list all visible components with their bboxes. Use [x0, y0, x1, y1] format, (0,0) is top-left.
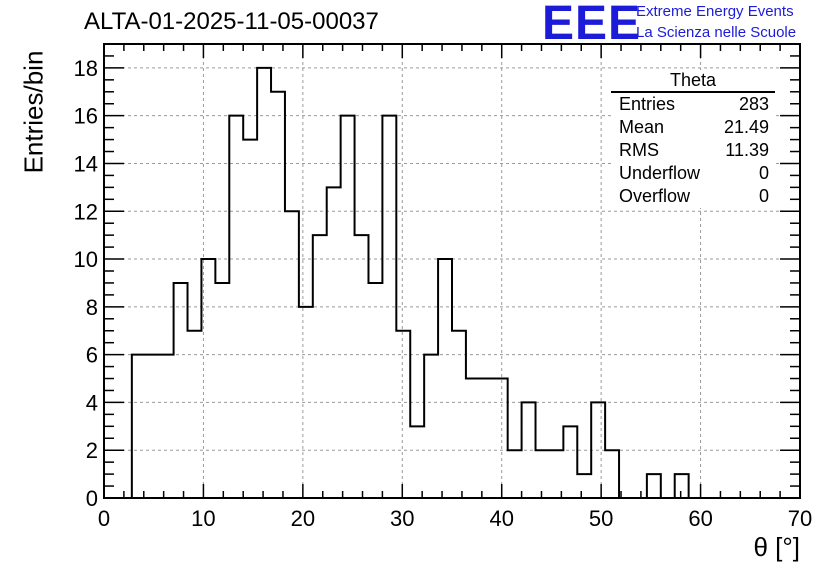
x-tick-label: 40	[489, 506, 513, 531]
stats-label: RMS	[619, 140, 659, 160]
x-axis-label: θ [°]	[753, 532, 800, 562]
stats-title: Theta	[611, 70, 775, 93]
y-tick-label: 18	[74, 56, 98, 81]
stats-value: 21.49	[723, 117, 769, 137]
axis-ticks	[103, 43, 801, 499]
y-tick-label: 6	[86, 343, 98, 368]
stats-label: Overflow	[619, 186, 691, 206]
x-tick-label: 50	[589, 506, 613, 531]
y-tick-label: 14	[74, 151, 98, 176]
y-tick-label: 16	[74, 104, 98, 129]
x-tick-label: 10	[191, 506, 215, 531]
y-tick-label: 12	[74, 199, 98, 224]
x-tick-label: 70	[788, 506, 812, 531]
plot-title: ALTA-01-2025-11-05-00037	[84, 8, 379, 35]
stats-row-underflow: Underflow 0	[611, 162, 775, 185]
stats-value: 0	[758, 163, 769, 183]
x-tick-label: 60	[688, 506, 712, 531]
y-tick-label: 4	[86, 390, 98, 415]
stats-label: Mean	[619, 117, 665, 137]
tick-labels: 0 10 20 30 40 50 60 70 0 2 4 6 8 10 12 14 16 18	[74, 56, 813, 531]
y-tick-label: 0	[86, 486, 98, 511]
stats-value: 283	[738, 94, 769, 114]
stats-box: Theta Entries 283 Mean 21.49 RMS 11.39 U…	[611, 70, 775, 208]
org-name: Extreme Energy Events	[636, 3, 794, 20]
org-subtitle: La Scienza nelle Scuole	[636, 24, 797, 41]
y-tick-label: 2	[86, 438, 98, 463]
stats-row-mean: Mean 21.49	[611, 116, 775, 139]
stats-row-overflow: Overflow 0	[611, 185, 775, 208]
histogram-outline	[130, 66, 690, 499]
stats-label: Underflow	[619, 163, 701, 183]
x-tick-label: 20	[291, 506, 315, 531]
x-tick-label: 30	[390, 506, 414, 531]
y-tick-label: 8	[86, 295, 98, 320]
stats-row-rms: RMS 11.39	[611, 139, 775, 162]
stats-value: 0	[758, 186, 769, 206]
stats-value: 11.39	[725, 140, 769, 160]
stats-label: Entries	[619, 94, 676, 114]
eee-logo: EEE	[542, 0, 642, 50]
x-tick-label: 0	[98, 506, 110, 531]
plot-frame	[103, 43, 801, 499]
y-axis-label: Entries/bin	[18, 50, 49, 174]
stats-row-entries: Entries 283	[611, 93, 775, 116]
y-tick-label: 10	[74, 247, 98, 272]
